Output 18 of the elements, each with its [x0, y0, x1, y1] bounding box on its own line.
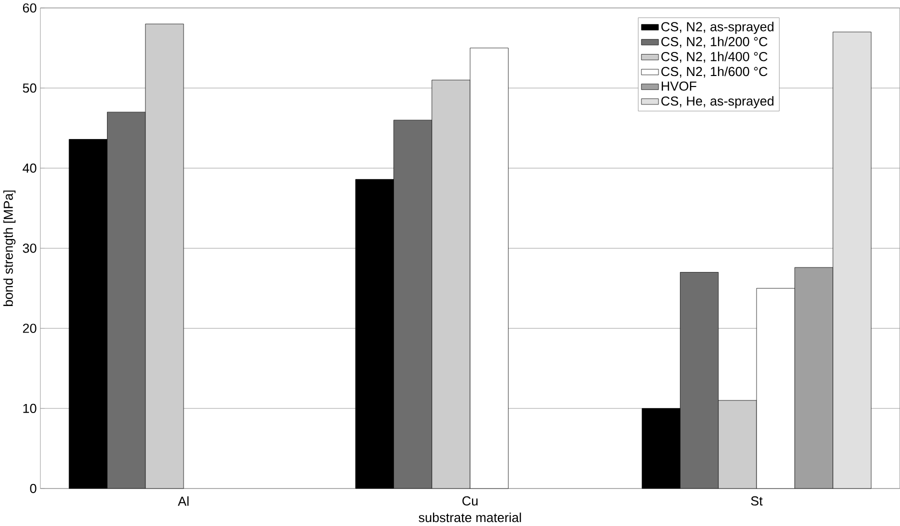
y-tick-label: 0	[30, 484, 36, 494]
y-tick-label: 60	[23, 4, 36, 13]
x-tick-label: Al	[178, 496, 189, 506]
legend-label: CS, N2, 1h/400 °C	[661, 52, 768, 63]
x-tick-label: St	[751, 496, 763, 506]
y-axis-title: bond strength [MPa]	[3, 190, 16, 306]
y-tick-label: 40	[22, 164, 36, 173]
y-tick-label: 10	[23, 404, 36, 414]
legend-label: CS, N2, 1h/200 °C	[661, 36, 768, 48]
x-tick-label: Cu	[462, 496, 478, 506]
y-tick-label: 20	[23, 324, 36, 334]
legend-label: CS, He, as-sprayed	[661, 96, 774, 108]
legend-label: CS, N2, as-sprayed	[661, 22, 774, 34]
x-axis-title: substrate material	[418, 512, 521, 522]
y-tick-label: 30	[22, 244, 36, 254]
y-tick-label: 50	[22, 84, 36, 93]
legend-label: HVOF	[662, 82, 696, 91]
legend-label: CS, N2, 1h/600 °C	[661, 66, 768, 78]
